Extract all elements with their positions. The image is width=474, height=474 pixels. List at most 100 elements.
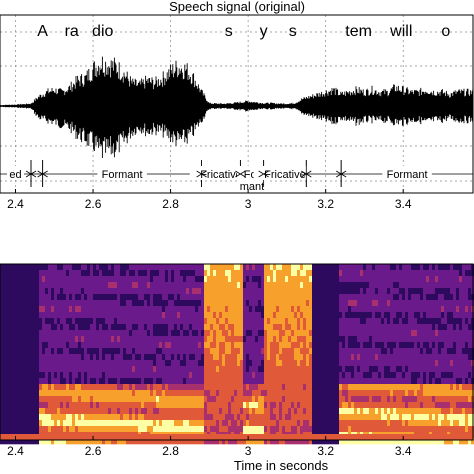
spectrogram-cell xyxy=(429,438,433,445)
spectrogram-cell xyxy=(345,324,349,331)
spectrogram-cell xyxy=(156,372,160,379)
spectrogram-cell xyxy=(351,426,355,433)
spectrogram-cell xyxy=(120,342,124,349)
spectrogram-cell xyxy=(441,384,445,391)
spectrogram-cell xyxy=(75,414,79,421)
spectrogram-cell xyxy=(165,408,169,415)
spectrogram-cell xyxy=(441,348,445,355)
spectrogram-cell xyxy=(246,420,250,427)
spectrogram-cell xyxy=(336,426,340,433)
spectrogram-cell xyxy=(285,324,289,331)
spectrogram-cell xyxy=(24,408,28,415)
spectrogram-cell xyxy=(174,366,178,373)
spectrogram-cell xyxy=(117,372,121,379)
spectrogram-cell xyxy=(405,312,409,319)
spectrogram-cell xyxy=(219,372,223,379)
spectrogram-cell xyxy=(456,288,460,295)
spectrogram-cell xyxy=(189,426,193,433)
spectrogram-cell xyxy=(459,378,463,385)
spectrogram-cell xyxy=(456,318,460,325)
spectrogram-cell xyxy=(21,396,25,403)
spectrogram-cell xyxy=(111,312,115,319)
spectrogram-cell xyxy=(195,402,199,409)
spectrogram-cell xyxy=(438,408,442,415)
spectrogram-cell xyxy=(228,402,232,409)
spectrogram-cell xyxy=(333,384,337,391)
spectrogram-cell xyxy=(366,366,370,373)
spectrogram-cell xyxy=(12,360,16,367)
spectrogram-cell xyxy=(375,354,379,361)
spectrogram-cell xyxy=(231,336,235,343)
spectrogram-cell xyxy=(129,288,133,295)
spectrogram-cell xyxy=(96,342,100,349)
spectrogram-cell xyxy=(387,294,391,301)
spectrogram-cell xyxy=(0,348,4,355)
spectrogram-cell xyxy=(177,348,181,355)
spectrogram-cell xyxy=(120,270,124,277)
spectrogram-cell xyxy=(315,312,319,319)
spectrogram-cell xyxy=(165,342,169,349)
spectrogram-cell xyxy=(339,408,343,415)
spectrogram-cell xyxy=(219,408,223,415)
spectrogram-cell xyxy=(444,300,448,307)
spectrogram-cell xyxy=(171,330,175,337)
spectrogram-cell xyxy=(387,282,391,289)
spectrogram-cell xyxy=(363,420,367,427)
spectrogram-cell xyxy=(231,330,235,337)
spectrogram-cell xyxy=(327,264,331,271)
spectrogram-cell xyxy=(99,390,103,397)
spectrogram-cell xyxy=(270,426,274,433)
spectrogram-cell xyxy=(99,378,103,385)
spectrogram-cell xyxy=(228,264,232,271)
spectrogram-cell xyxy=(45,342,49,349)
spectrogram-cell xyxy=(30,330,34,337)
spectrogram-cell xyxy=(210,306,214,313)
spectrogram-cell xyxy=(9,306,13,313)
spectrogram-cell xyxy=(429,300,433,307)
spectrogram-cell xyxy=(177,264,181,271)
spectrogram-cell xyxy=(234,330,238,337)
spectrogram-cell xyxy=(303,336,307,343)
spectrogram-cell xyxy=(129,372,133,379)
spectrogram-cell xyxy=(207,336,211,343)
spectrogram-cell xyxy=(15,300,19,307)
spectrogram-cell xyxy=(99,402,103,409)
spectrogram-cell xyxy=(456,264,460,271)
spectrogram-cell xyxy=(318,336,322,343)
spectrogram-cell xyxy=(180,408,184,415)
spectrogram-cell xyxy=(333,282,337,289)
spectrogram-cell xyxy=(132,348,136,355)
spectrogram-cell xyxy=(354,288,358,295)
spectrogram-cell xyxy=(183,300,187,307)
spectrogram-cell xyxy=(288,384,292,391)
spectrogram-cell xyxy=(120,354,124,361)
spectrogram-cell xyxy=(339,426,343,433)
spectrogram-cell xyxy=(444,264,448,271)
spectrogram-cell xyxy=(0,324,4,331)
spectrogram-cell xyxy=(351,378,355,385)
spectrogram-cell xyxy=(153,378,157,385)
spectrogram-cell xyxy=(165,312,169,319)
spectrogram-cell xyxy=(90,282,94,289)
spectrogram-cell xyxy=(174,330,178,337)
spectrogram-cell xyxy=(321,372,325,379)
spectrogram-cell xyxy=(327,414,331,421)
spectrogram-cell xyxy=(270,372,274,379)
spectrogram-cell xyxy=(468,390,472,397)
spectrogram-cell xyxy=(81,372,85,379)
spectrogram-cell xyxy=(66,300,70,307)
spectrogram-cell xyxy=(54,414,58,421)
spectrogram-cell xyxy=(291,426,295,433)
segment-label: Formant xyxy=(387,169,428,181)
spectrogram-cell xyxy=(303,396,307,403)
spectrogram-cell xyxy=(51,324,55,331)
spectrogram-cell xyxy=(120,384,124,391)
spectrogram-cell xyxy=(258,438,262,445)
spectrogram-cell xyxy=(357,384,361,391)
spectrogram-cell xyxy=(255,360,259,367)
spectrogram-cell xyxy=(324,288,328,295)
spectrogram-cell xyxy=(117,306,121,313)
spectrogram-cell xyxy=(423,288,427,295)
spectrogram-cell xyxy=(90,306,94,313)
spectrogram-cell xyxy=(357,426,361,433)
